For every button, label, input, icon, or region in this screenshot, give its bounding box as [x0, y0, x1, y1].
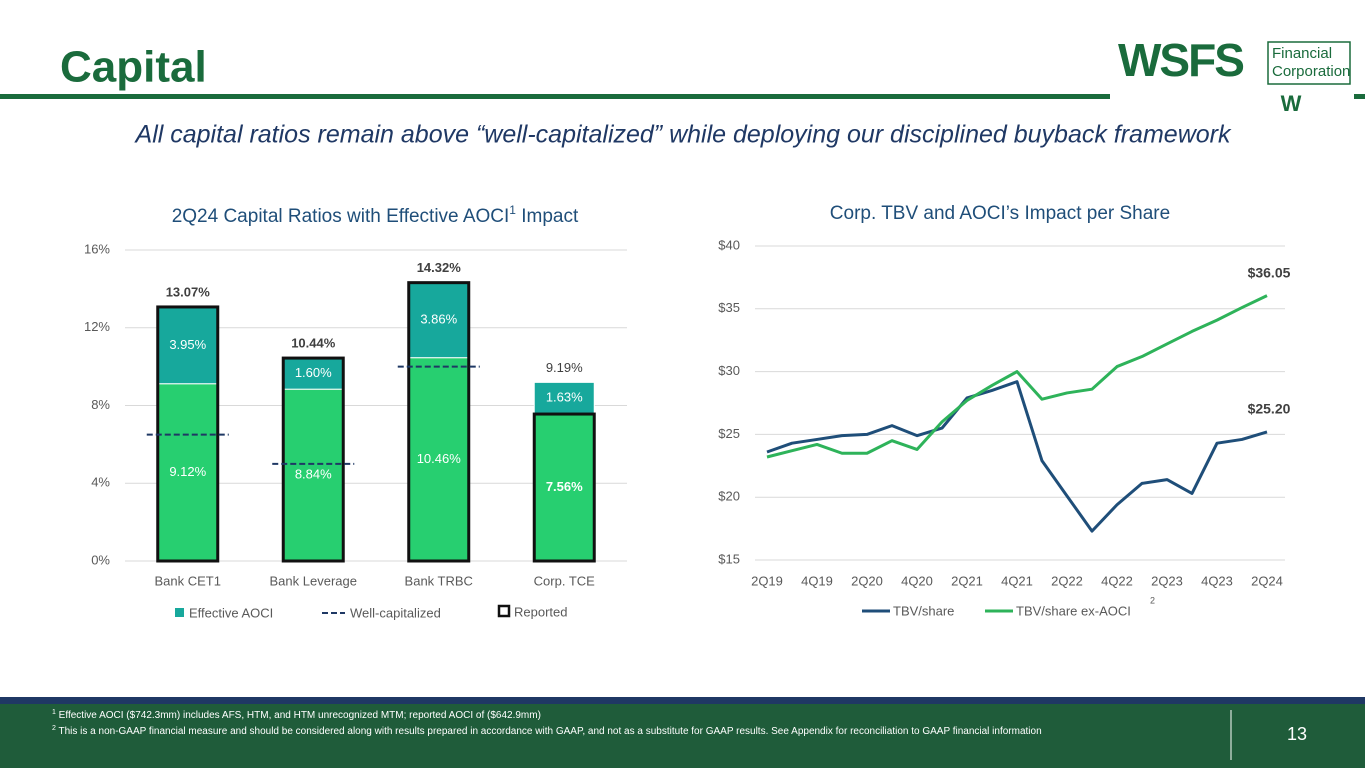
footnote: 2 This is a non-GAAP financial measure a… — [52, 725, 1042, 737]
x-tick-label: 4Q23 — [1201, 573, 1233, 588]
data-label: 7.56% — [546, 479, 583, 494]
data-label: $36.05 — [1248, 264, 1291, 280]
reported-outline — [281, 356, 345, 563]
data-label: 3.95% — [169, 337, 206, 352]
data-label: 10.46% — [417, 451, 462, 466]
x-tick-label: 2Q23 — [1151, 573, 1183, 588]
legend-swatch — [175, 608, 184, 617]
chart-title: 2Q24 Capital Ratios with Effective AOCI1… — [172, 203, 579, 227]
x-tick-label: 2Q21 — [951, 573, 983, 588]
y-tick-label: 0% — [91, 552, 110, 567]
subtitle: All capital ratios remain above “well-ca… — [134, 121, 1232, 149]
footnote: 1 Effective AOCI ($742.3mm) includes AFS… — [52, 709, 541, 721]
y-tick-label: 4% — [91, 475, 110, 490]
total-label: 10.44% — [291, 336, 336, 351]
legend-label: Reported — [514, 604, 567, 619]
footnote-marker: 1 — [52, 709, 56, 716]
line-series — [766, 294, 1268, 459]
x-tick-label: Bank CET1 — [155, 573, 221, 588]
page-number: 13 — [1287, 724, 1307, 744]
chart-title-text: 2Q24 Capital Ratios with Effective AOCI — [172, 206, 510, 227]
legend-label: TBV/share — [893, 603, 954, 618]
logo-text: Corporation — [1272, 63, 1350, 80]
logo-box — [1267, 41, 1351, 85]
y-tick-label: 8% — [91, 397, 110, 412]
total-label: 14.32% — [417, 260, 462, 275]
x-tick-label: Bank TRBC — [405, 573, 473, 588]
x-tick-label: 2Q19 — [751, 573, 783, 588]
total-label: 9.19% — [546, 360, 583, 375]
y-tick-label: 16% — [84, 241, 110, 256]
x-tick-label: 4Q19 — [801, 573, 833, 588]
y-tick-label: $40 — [718, 237, 740, 252]
chart-title: Corp. TBV and AOCI’s Impact per Share — [830, 203, 1170, 224]
logo-text: Financial — [1272, 45, 1332, 62]
footer-stripe — [0, 697, 1365, 704]
footer-band — [0, 704, 1365, 768]
y-tick-label: $30 — [718, 363, 740, 378]
x-tick-label: 2Q20 — [851, 573, 883, 588]
chart-title-text: Impact — [516, 206, 579, 227]
slide-title: Capital — [60, 43, 207, 92]
logo-sub: W — [1281, 91, 1302, 116]
legend-swatch — [497, 604, 511, 618]
logo-bg — [1110, 38, 1354, 120]
x-tick-label: Bank Leverage — [270, 573, 357, 588]
data-label: 3.86% — [420, 312, 457, 327]
title-rule — [0, 94, 1365, 99]
reported-outline — [407, 281, 471, 563]
data-label: 8.84% — [295, 467, 332, 482]
y-tick-label: $35 — [718, 300, 740, 315]
footnote-ref: 1 — [509, 203, 516, 217]
footnote-marker: 2 — [52, 725, 56, 732]
legend-label: Effective AOCI — [189, 605, 273, 620]
reported-outline — [532, 412, 596, 563]
x-tick-label: Corp. TCE — [534, 573, 595, 588]
logo-mark: WSFS — [1118, 34, 1243, 86]
x-tick-label: 4Q21 — [1001, 573, 1033, 588]
legend-label: Well-capitalized — [350, 605, 441, 620]
y-tick-label: $25 — [718, 426, 740, 441]
data-label: 9.12% — [169, 464, 206, 479]
data-label: 1.60% — [295, 365, 332, 380]
total-label: 13.07% — [166, 284, 211, 299]
data-label: $25.20 — [1248, 401, 1291, 417]
x-tick-label: 4Q20 — [901, 573, 933, 588]
footnote-text: This is a non-GAAP financial measure and… — [56, 726, 1042, 737]
y-tick-label: $20 — [718, 489, 740, 504]
x-tick-label: 2Q22 — [1051, 573, 1083, 588]
y-tick-label: 12% — [84, 319, 110, 334]
legend-label: TBV/share ex-AOCI — [1016, 603, 1131, 618]
line-series — [766, 380, 1268, 533]
footnote-ref: 2 — [1150, 595, 1155, 605]
x-tick-label: 2Q24 — [1251, 573, 1283, 588]
data-label: 1.63% — [546, 390, 583, 405]
bar-segment — [533, 413, 595, 562]
footnote-text: Effective AOCI ($742.3mm) includes AFS, … — [56, 710, 541, 721]
bar-segment — [408, 357, 470, 562]
x-tick-label: 4Q22 — [1101, 573, 1133, 588]
y-tick-label: $15 — [718, 551, 740, 566]
